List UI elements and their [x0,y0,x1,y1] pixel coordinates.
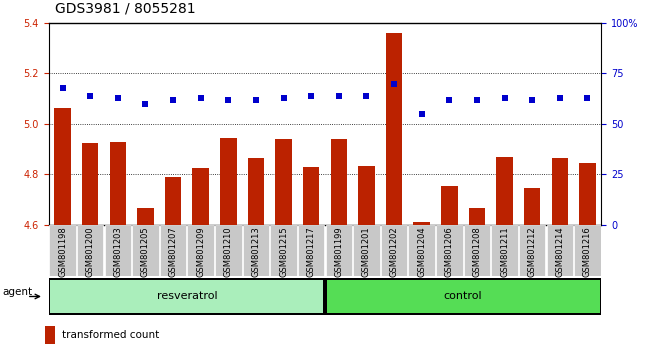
Bar [276,139,292,225]
Point [168,97,178,103]
Point [85,93,96,98]
Text: GSM801205: GSM801205 [141,226,150,277]
Bar [248,158,264,225]
Text: GSM801211: GSM801211 [500,226,509,277]
Text: transformed count: transformed count [62,330,159,340]
Bar [497,157,513,225]
Bar [381,225,408,276]
Text: GSM801209: GSM801209 [196,226,205,277]
Text: control: control [444,291,482,302]
Bar [242,225,269,276]
Text: GSM801217: GSM801217 [307,226,316,277]
Point [278,95,289,101]
Point [527,97,538,103]
Text: GSM801206: GSM801206 [445,226,454,277]
Text: GSM801210: GSM801210 [224,226,233,277]
Bar [165,177,181,225]
Point [196,95,206,101]
Bar [579,163,595,225]
Point [361,93,372,98]
Point [112,95,123,101]
Bar [358,166,374,225]
Bar [436,225,463,276]
Point [582,95,593,101]
Bar [192,168,209,225]
Text: GSM801200: GSM801200 [86,226,95,277]
Bar [82,143,99,225]
Text: agent: agent [3,287,32,297]
Bar [353,225,380,276]
Bar [220,138,237,225]
Text: GSM801198: GSM801198 [58,226,67,277]
Point [251,97,261,103]
Bar [413,222,430,225]
Text: GSM801199: GSM801199 [334,226,343,277]
Point [499,95,510,101]
Text: GSM801214: GSM801214 [555,226,564,277]
Text: GSM801212: GSM801212 [528,226,537,277]
Bar [327,280,599,313]
Text: GSM801202: GSM801202 [389,226,398,277]
Bar [551,158,568,225]
Point [306,93,317,98]
Text: GSM801203: GSM801203 [113,226,122,277]
Bar [524,188,541,225]
Point [140,101,151,107]
Bar [574,225,601,276]
Bar [105,225,131,276]
Bar [160,225,187,276]
Bar [77,225,103,276]
Bar [385,33,402,225]
Bar [215,225,242,276]
Text: GSM801216: GSM801216 [583,226,592,277]
Bar [463,225,490,276]
Bar [109,142,126,225]
Bar [49,225,76,276]
Text: GSM801201: GSM801201 [362,226,371,277]
Point [333,93,344,98]
Bar [469,209,485,225]
Bar [491,225,518,276]
Bar [547,225,573,276]
Bar [303,167,319,225]
Point [389,81,399,86]
Bar [45,326,55,344]
Bar [137,209,154,225]
Bar [326,225,352,276]
Point [444,97,454,103]
Bar [51,280,323,313]
Bar [132,225,159,276]
Bar [54,108,71,225]
Text: resveratrol: resveratrol [157,291,217,302]
Point [223,97,233,103]
Text: GSM801204: GSM801204 [417,226,426,277]
Bar [187,225,214,276]
Text: GSM801208: GSM801208 [473,226,482,277]
Bar [519,225,545,276]
Bar [408,225,435,276]
Point [417,111,427,117]
Bar [441,186,458,225]
Point [554,95,565,101]
Bar [330,139,347,225]
Bar [270,225,297,276]
Text: GSM801215: GSM801215 [279,226,288,277]
Point [57,85,68,90]
Text: GDS3981 / 8055281: GDS3981 / 8055281 [55,2,196,16]
Point [472,97,482,103]
Text: GSM801213: GSM801213 [252,226,261,277]
Text: GSM801207: GSM801207 [168,226,177,277]
Bar [298,225,324,276]
